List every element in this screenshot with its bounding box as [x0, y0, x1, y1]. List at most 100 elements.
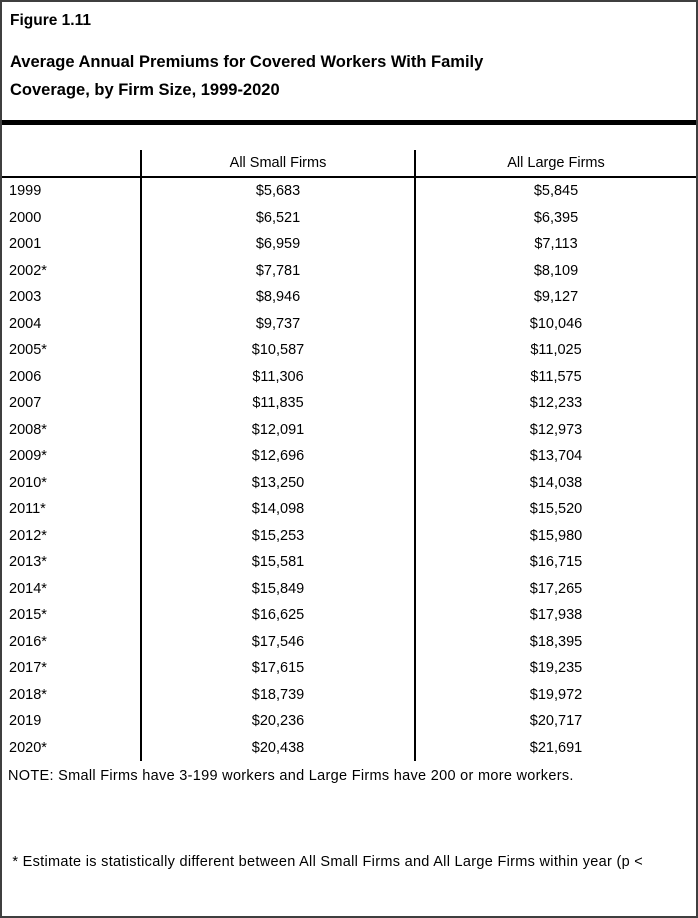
row-value-small-firms: $17,615 — [142, 655, 416, 682]
row-value-large-firms: $19,972 — [529, 686, 583, 703]
row-value-small-firms: $15,253 — [142, 522, 416, 549]
table-row: 2020* $20,438 $21,691 — [2, 734, 696, 761]
row-value-small-firms: $10,587 — [142, 337, 416, 364]
row-value-small-firms: $20,438 — [142, 734, 416, 761]
row-year: 2001 — [2, 231, 142, 258]
row-value-large-firms: $13,704 — [529, 448, 583, 465]
row-value-small-firms: $18,739 — [142, 681, 416, 708]
row-year: 2005* — [2, 337, 142, 364]
row-year: 2000 — [2, 204, 142, 231]
table-row: 2017* $17,615 $19,235 — [2, 655, 696, 682]
row-value-small-firms: $8,946 — [142, 284, 416, 311]
row-value-large-firms: $20,717 — [529, 713, 583, 730]
row-year: 2003 — [2, 284, 142, 311]
figure-header: Figure 1.11 Average Annual Premiums for … — [2, 2, 696, 104]
row-year: 2013* — [2, 549, 142, 576]
table-header-row: All Small Firms All Large Firms — [2, 150, 696, 178]
table-row: 2010* $13,250 $14,038 — [2, 469, 696, 496]
row-value-large-firms: $9,127 — [533, 289, 579, 306]
table-row: 2005* $10,587 $11,025 — [2, 337, 696, 364]
table-row: 1999 $5,683 $5,845 — [2, 178, 696, 205]
header-cell-large-firms: All Large Firms — [507, 155, 605, 171]
row-value-small-firms: $6,521 — [142, 204, 416, 231]
table-row: 2001 $6,959 $7,113 — [2, 231, 696, 258]
table-row: 2000 $6,521 $6,395 — [2, 204, 696, 231]
table-row: 2016* $17,546 $18,395 — [2, 628, 696, 655]
figure-title: Average Annual Premiums for Covered Work… — [10, 48, 688, 104]
table-row: 2013* $15,581 $16,715 — [2, 549, 696, 576]
row-year: 2016* — [2, 628, 142, 655]
row-year: 2006 — [2, 363, 142, 390]
row-year: 2017* — [2, 655, 142, 682]
row-value-small-firms: $6,959 — [142, 231, 416, 258]
asterisk-footnote-line-1: * Estimate is statistically different be… — [8, 854, 644, 870]
row-value-large-firms: $7,113 — [534, 236, 578, 253]
row-year: 2020* — [2, 734, 142, 761]
row-value-large-firms: $12,973 — [529, 421, 583, 438]
row-value-large-firms: $11,025 — [530, 342, 582, 359]
table-row: 2014* $15,849 $17,265 — [2, 575, 696, 602]
figure-footer: NOTE: Small Firms have 3-199 workers and… — [2, 767, 696, 916]
figure-label: Figure 1.11 — [10, 12, 91, 29]
header-divider-rule — [2, 120, 696, 125]
table-row: 2012* $15,253 $15,980 — [2, 522, 696, 549]
row-value-large-firms: $10,046 — [529, 315, 583, 332]
header-cell-small-firms: All Small Firms — [142, 150, 416, 176]
row-value-large-firms: $17,938 — [529, 607, 583, 624]
row-year: 2007 — [2, 390, 142, 417]
figure-title-line-1: Average Annual Premiums for Covered Work… — [10, 53, 484, 71]
table-row: 2008* $12,091 $12,973 — [2, 416, 696, 443]
row-value-small-firms: $12,091 — [142, 416, 416, 443]
figure-title-line-2: Coverage, by Firm Size, 1999-2020 — [10, 81, 280, 99]
header-cell-year — [2, 150, 142, 176]
row-value-large-firms: $18,395 — [529, 633, 583, 650]
row-value-large-firms: $16,715 — [529, 554, 583, 571]
table-row: 2006 $11,306 $11,575 — [2, 363, 696, 390]
row-value-large-firms: $12,233 — [529, 395, 583, 412]
table-body: 1999 $5,683 $5,845 2000 $6,521 $6,395 2001 $6,9… — [2, 178, 696, 761]
row-year: 2009* — [2, 443, 142, 470]
row-year: 2012* — [2, 522, 142, 549]
table-row: 2019 $20,236 $20,717 — [2, 708, 696, 735]
table-row: 2009* $12,696 $13,704 — [2, 443, 696, 470]
row-value-large-firms: $14,038 — [529, 474, 583, 491]
row-value-large-firms: $15,980 — [529, 527, 583, 544]
row-year: 2008* — [2, 416, 142, 443]
row-year: 2019 — [2, 708, 142, 735]
row-value-small-firms: $14,098 — [142, 496, 416, 523]
row-year: 2014* — [2, 575, 142, 602]
row-value-small-firms: $13,250 — [142, 469, 416, 496]
row-value-small-firms: $15,581 — [142, 549, 416, 576]
row-year: 2018* — [2, 681, 142, 708]
premiums-table: All Small Firms All Large Firms 1999 $5,6… — [2, 150, 696, 761]
table-row: 2002* $7,781 $8,109 — [2, 257, 696, 284]
row-value-large-firms: $21,691 — [529, 739, 583, 756]
row-value-large-firms: $19,235 — [529, 660, 583, 677]
row-year: 2004 — [2, 310, 142, 337]
table-row: 2007 $11,835 $12,233 — [2, 390, 696, 417]
row-value-small-firms: $7,781 — [142, 257, 416, 284]
row-year: 2010* — [2, 469, 142, 496]
row-value-small-firms: $16,625 — [142, 602, 416, 629]
row-value-small-firms: $15,849 — [142, 575, 416, 602]
row-value-small-firms: $20,236 — [142, 708, 416, 735]
row-value-small-firms: $11,835 — [142, 390, 416, 417]
table-row: 2004 $9,737 $10,046 — [2, 310, 696, 337]
row-value-large-firms: $15,520 — [529, 501, 583, 518]
table-row: 2003 $8,946 $9,127 — [2, 284, 696, 311]
row-year: 1999 — [2, 178, 142, 205]
row-value-small-firms: $9,737 — [142, 310, 416, 337]
asterisk-footnote: * Estimate is statistically different be… — [8, 795, 688, 916]
table-row: 2015* $16,625 $17,938 — [2, 602, 696, 629]
row-value-small-firms: $12,696 — [142, 443, 416, 470]
note-text: NOTE: Small Firms have 3-199 workers and… — [8, 768, 574, 784]
row-value-large-firms: $6,395 — [533, 209, 579, 226]
row-value-small-firms: $17,546 — [142, 628, 416, 655]
row-value-small-firms: $5,683 — [142, 178, 416, 205]
row-value-large-firms: $8,109 — [533, 262, 579, 279]
row-year: 2015* — [2, 602, 142, 629]
row-value-small-firms: $11,306 — [142, 363, 416, 390]
row-year: 2011* — [2, 496, 142, 523]
row-year: 2002* — [2, 257, 142, 284]
